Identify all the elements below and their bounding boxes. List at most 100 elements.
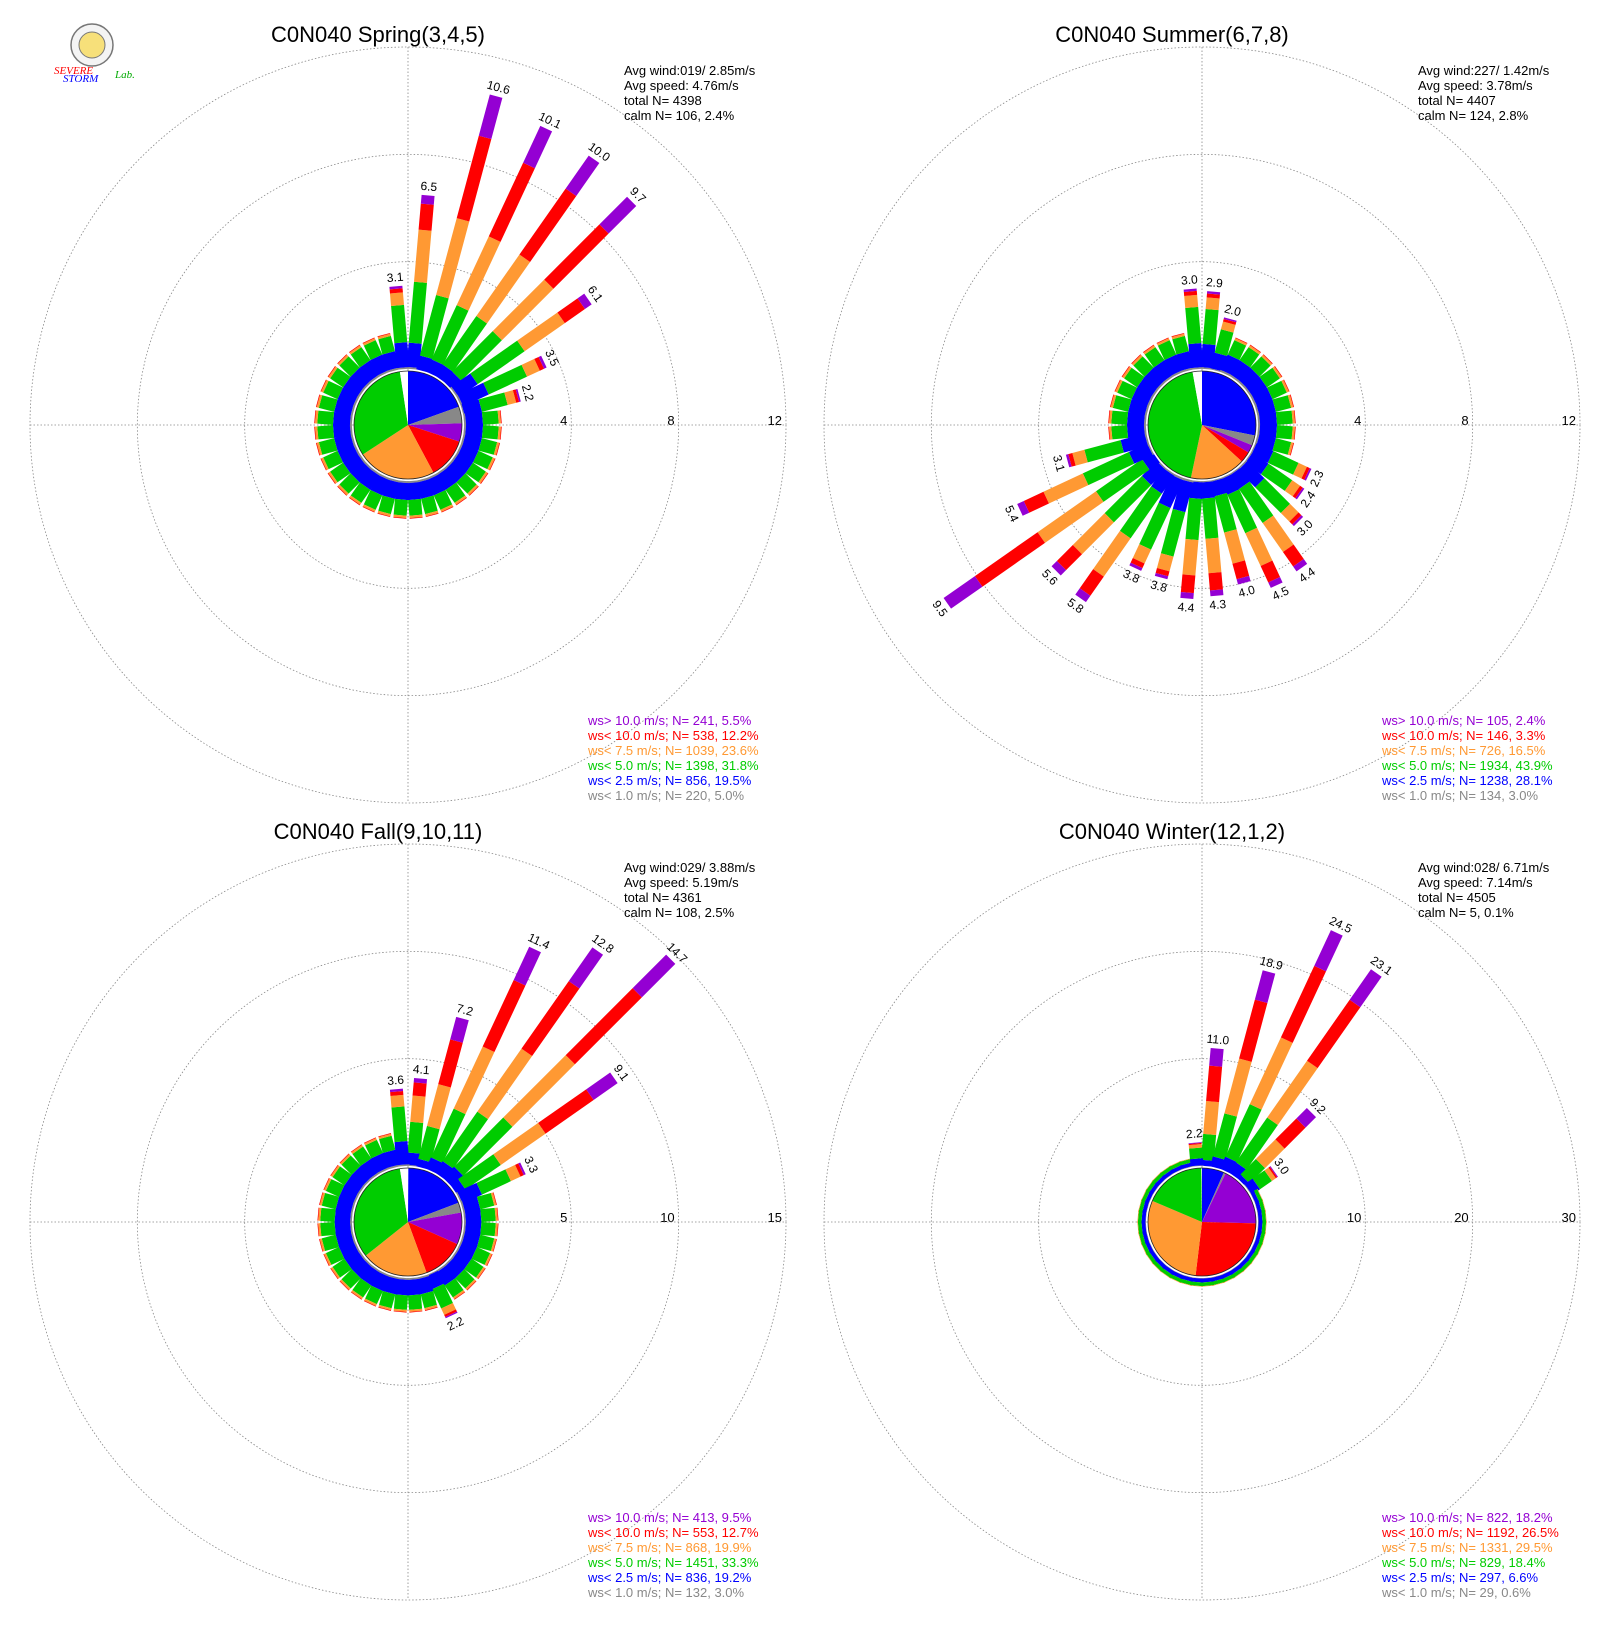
wind-bar-segment bbox=[351, 1290, 364, 1300]
wind-bar-segment bbox=[489, 458, 496, 471]
wind-bar-segment bbox=[1229, 468, 1250, 490]
wind-bar-segment bbox=[1201, 497, 1219, 539]
wind-bar-segment bbox=[1253, 1241, 1263, 1255]
wind-bar-segment bbox=[484, 1253, 493, 1266]
wind-bar-segment bbox=[427, 1084, 451, 1130]
pie-slice bbox=[399, 371, 408, 425]
wind-bar-segment bbox=[1280, 965, 1327, 1043]
wind-bar-segment bbox=[351, 1165, 372, 1186]
wind-bar-segment bbox=[320, 379, 327, 392]
wind-bar-segment bbox=[378, 1304, 392, 1311]
wind-bar-segment bbox=[390, 1094, 405, 1108]
wind-bar-segment bbox=[389, 292, 405, 306]
pie-slice bbox=[1202, 1168, 1224, 1222]
wind-bar-segment bbox=[476, 1193, 495, 1210]
stat-avg-wind: Avg wind:029/ 3.88m/s bbox=[624, 860, 756, 875]
wind-bar-segment bbox=[327, 366, 336, 378]
wind-bar-segment bbox=[1137, 1221, 1139, 1235]
wind-bar-segment bbox=[1183, 288, 1197, 292]
wind-bar-segment bbox=[1131, 354, 1143, 366]
bar-value-label: 4.0 bbox=[1237, 582, 1257, 600]
wind-bar-segment bbox=[365, 1285, 383, 1305]
wind-bar-segment bbox=[409, 1310, 423, 1313]
wind-bar-segment bbox=[1240, 1260, 1252, 1272]
wind-bar-segment bbox=[1152, 1260, 1164, 1272]
logo-line2: STORM bbox=[63, 73, 99, 85]
wind-bar-segment bbox=[321, 1234, 340, 1251]
wind-bar-segment bbox=[359, 468, 381, 490]
wind-bar-segment bbox=[1221, 1273, 1235, 1283]
wind-bar-segment bbox=[1200, 1277, 1214, 1283]
wind-bar-segment bbox=[315, 442, 321, 456]
wind-bar-segment bbox=[1143, 344, 1155, 353]
bar-value-label: 3.1 bbox=[386, 270, 404, 285]
wind-bar-segment bbox=[391, 1106, 408, 1143]
wind-bar-segment bbox=[1144, 367, 1166, 389]
wind-bar-segment bbox=[1132, 544, 1152, 564]
wind-bar-segment bbox=[1189, 1285, 1203, 1287]
bar-value-label: 4.3 bbox=[1209, 597, 1227, 612]
wind-bar-segment bbox=[1185, 497, 1203, 541]
wind-bar-segment bbox=[460, 403, 465, 417]
wind-bar-segment bbox=[445, 1311, 458, 1319]
wind-bar-segment bbox=[454, 495, 467, 505]
legend-entry: ws> 10.0 m/s; N= 105, 2.4% bbox=[1381, 713, 1546, 728]
wind-bar-segment bbox=[458, 1154, 501, 1190]
wind-bar-segment bbox=[1190, 480, 1204, 483]
wind-bar-segment bbox=[1158, 474, 1184, 509]
wind-bar-segment bbox=[1140, 1188, 1147, 1201]
wind-bar-segment bbox=[1289, 512, 1302, 525]
wind-bar-segment bbox=[414, 229, 432, 283]
wind-bar-segment bbox=[1257, 1220, 1263, 1234]
wind-bar-segment bbox=[1293, 462, 1307, 479]
wind-bar-segment bbox=[1151, 1171, 1162, 1182]
wind-bar-segment bbox=[318, 1207, 322, 1221]
wind-bar-segment bbox=[330, 1268, 339, 1280]
wind-bar-segment bbox=[1214, 329, 1234, 357]
wind-bar-segment bbox=[1084, 440, 1124, 463]
wind-bar-segment bbox=[513, 946, 541, 986]
wind-bar-segment bbox=[1259, 412, 1278, 427]
wind-bar-segment bbox=[317, 1207, 320, 1221]
wind-bar-segment bbox=[416, 1274, 430, 1280]
wind-bar-segment bbox=[330, 1164, 339, 1176]
legend-entry: ws< 1.0 m/s; N= 29, 0.6% bbox=[1381, 1585, 1531, 1600]
wind-bar-segment bbox=[1065, 454, 1072, 468]
wind-bar-segment bbox=[1183, 290, 1198, 297]
wind-bar-segment bbox=[1133, 356, 1154, 377]
wind-bar-segment bbox=[488, 162, 535, 242]
wind-bar-segment bbox=[350, 1291, 362, 1300]
wind-bar-segment bbox=[408, 281, 427, 344]
wind-bar-segment bbox=[362, 506, 375, 513]
wind-bar-segment bbox=[1284, 480, 1301, 497]
wind-bar-segment bbox=[442, 1111, 488, 1169]
wind-bar-segment bbox=[476, 1266, 486, 1279]
wind-bar-segment bbox=[1108, 410, 1111, 424]
wind-bar-segment bbox=[486, 1254, 493, 1267]
wind-bar-segment bbox=[1189, 1281, 1204, 1287]
wind-bar-segment bbox=[378, 1306, 392, 1311]
tick-label: 10 bbox=[1347, 1210, 1361, 1225]
wind-bar-segment bbox=[323, 380, 343, 400]
wind-bar-segment bbox=[1185, 306, 1202, 345]
wind-bar-segment bbox=[1121, 366, 1130, 378]
wind-bar-segment bbox=[1110, 394, 1117, 408]
wind-bar-segment bbox=[1245, 452, 1269, 475]
wind-bar-segment bbox=[1202, 308, 1219, 345]
wind-bar-segment bbox=[433, 490, 453, 510]
wind-bar-segment bbox=[1043, 473, 1089, 504]
wind-bar-segment bbox=[1141, 1189, 1151, 1203]
wind-bar-segment bbox=[1257, 1243, 1264, 1256]
wind-bar-segment bbox=[544, 224, 609, 289]
wind-bar-segment bbox=[365, 1139, 383, 1159]
wind-bar-segment bbox=[409, 516, 423, 519]
wind-bar-segment bbox=[457, 382, 489, 407]
wind-bar-segment bbox=[1274, 366, 1283, 378]
wind-bar-segment bbox=[481, 410, 499, 425]
legend-entry: ws< 7.5 m/s; N= 1331, 29.5% bbox=[1381, 1540, 1553, 1555]
wind-bar-segment bbox=[318, 1223, 322, 1237]
wind-bar-segment bbox=[319, 1192, 324, 1206]
wind-bar-segment bbox=[412, 1082, 427, 1097]
wind-bar-segment bbox=[1283, 379, 1290, 392]
wind-bar-segment bbox=[462, 1196, 481, 1214]
